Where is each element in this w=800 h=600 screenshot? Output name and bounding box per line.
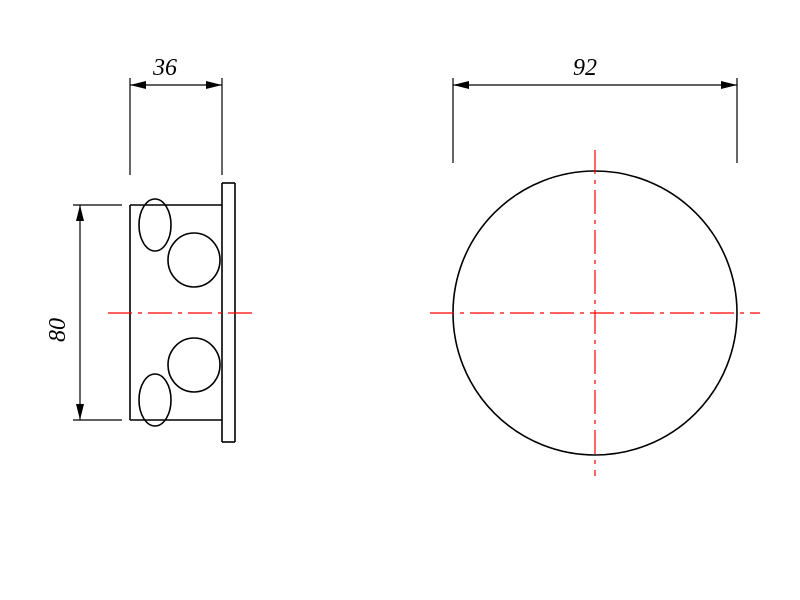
dim-arrow xyxy=(453,81,469,89)
dim-arrow xyxy=(130,81,146,89)
knockout-ellipse xyxy=(139,199,171,251)
right-front-view: 92 xyxy=(430,55,760,476)
dim-arrow xyxy=(76,205,84,221)
knockout-ellipse xyxy=(139,374,171,426)
left-side-view: 36 80 xyxy=(45,55,256,442)
dim-label-92: 92 xyxy=(573,55,597,81)
dim-arrow xyxy=(721,81,737,89)
knockout-ellipse xyxy=(168,338,220,392)
dim-arrow xyxy=(76,404,84,420)
dim-arrow xyxy=(206,81,222,89)
knockout-ellipse xyxy=(168,233,220,287)
dim-label-36: 36 xyxy=(152,55,177,81)
dim-label-80: 80 xyxy=(45,318,71,342)
engineering-drawing: 36 80 92 xyxy=(0,0,800,600)
